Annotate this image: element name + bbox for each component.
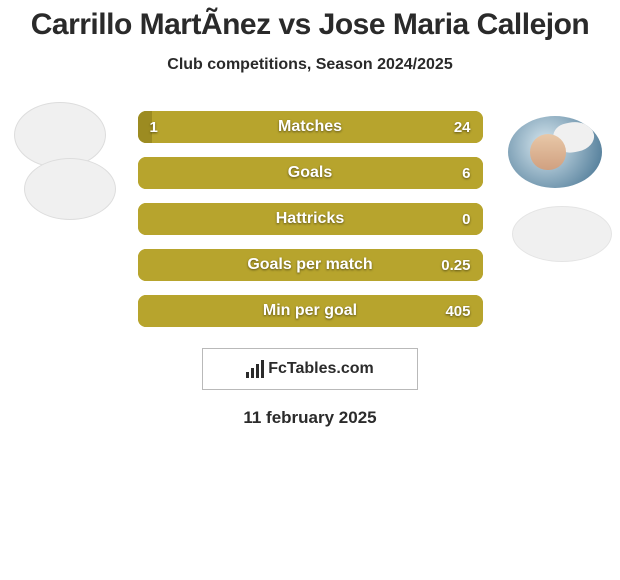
stat-rows: 1 24 Matches 6 Goals 0 Hattricks 0.25 Goals per … bbox=[0, 104, 620, 334]
comparison-title: Carrillo MartÃ­nez vs Jose Maria Callejo… bbox=[0, 8, 620, 42]
stat-left-value: 1 bbox=[150, 119, 158, 136]
stat-row: 0.25 Goals per match bbox=[0, 242, 620, 288]
stat-bar: 6 Goals bbox=[138, 157, 483, 189]
stat-bar: 1 24 Matches bbox=[138, 111, 483, 143]
stat-bar: 405 Min per goal bbox=[138, 295, 483, 327]
stat-row: 6 Goals bbox=[0, 150, 620, 196]
stat-row: 1 24 Matches bbox=[0, 104, 620, 150]
stat-label: Goals per match bbox=[247, 256, 372, 274]
stat-bar: 0 Hattricks bbox=[138, 203, 483, 235]
stat-right-value: 24 bbox=[454, 119, 471, 136]
logo-text: FcTables.com bbox=[268, 360, 374, 378]
stat-right-value: 405 bbox=[445, 303, 470, 320]
comparison-infographic: Carrillo MartÃ­nez vs Jose Maria Callejo… bbox=[0, 0, 620, 428]
comparison-subtitle: Club competitions, Season 2024/2025 bbox=[0, 56, 620, 74]
stat-right-value: 0.25 bbox=[441, 257, 470, 274]
stat-label: Min per goal bbox=[263, 302, 357, 320]
stat-label: Goals bbox=[288, 164, 332, 182]
stat-bar: 0.25 Goals per match bbox=[138, 249, 483, 281]
source-logo: FcTables.com bbox=[202, 348, 418, 390]
stat-label: Hattricks bbox=[276, 210, 344, 228]
stat-row: 0 Hattricks bbox=[0, 196, 620, 242]
stat-label: Matches bbox=[278, 118, 342, 136]
stat-right-value: 0 bbox=[462, 211, 470, 228]
bars-icon bbox=[246, 360, 264, 378]
stat-right-value: 6 bbox=[462, 165, 470, 182]
stat-row: 405 Min per goal bbox=[0, 288, 620, 334]
snapshot-date: 11 february 2025 bbox=[0, 408, 620, 428]
